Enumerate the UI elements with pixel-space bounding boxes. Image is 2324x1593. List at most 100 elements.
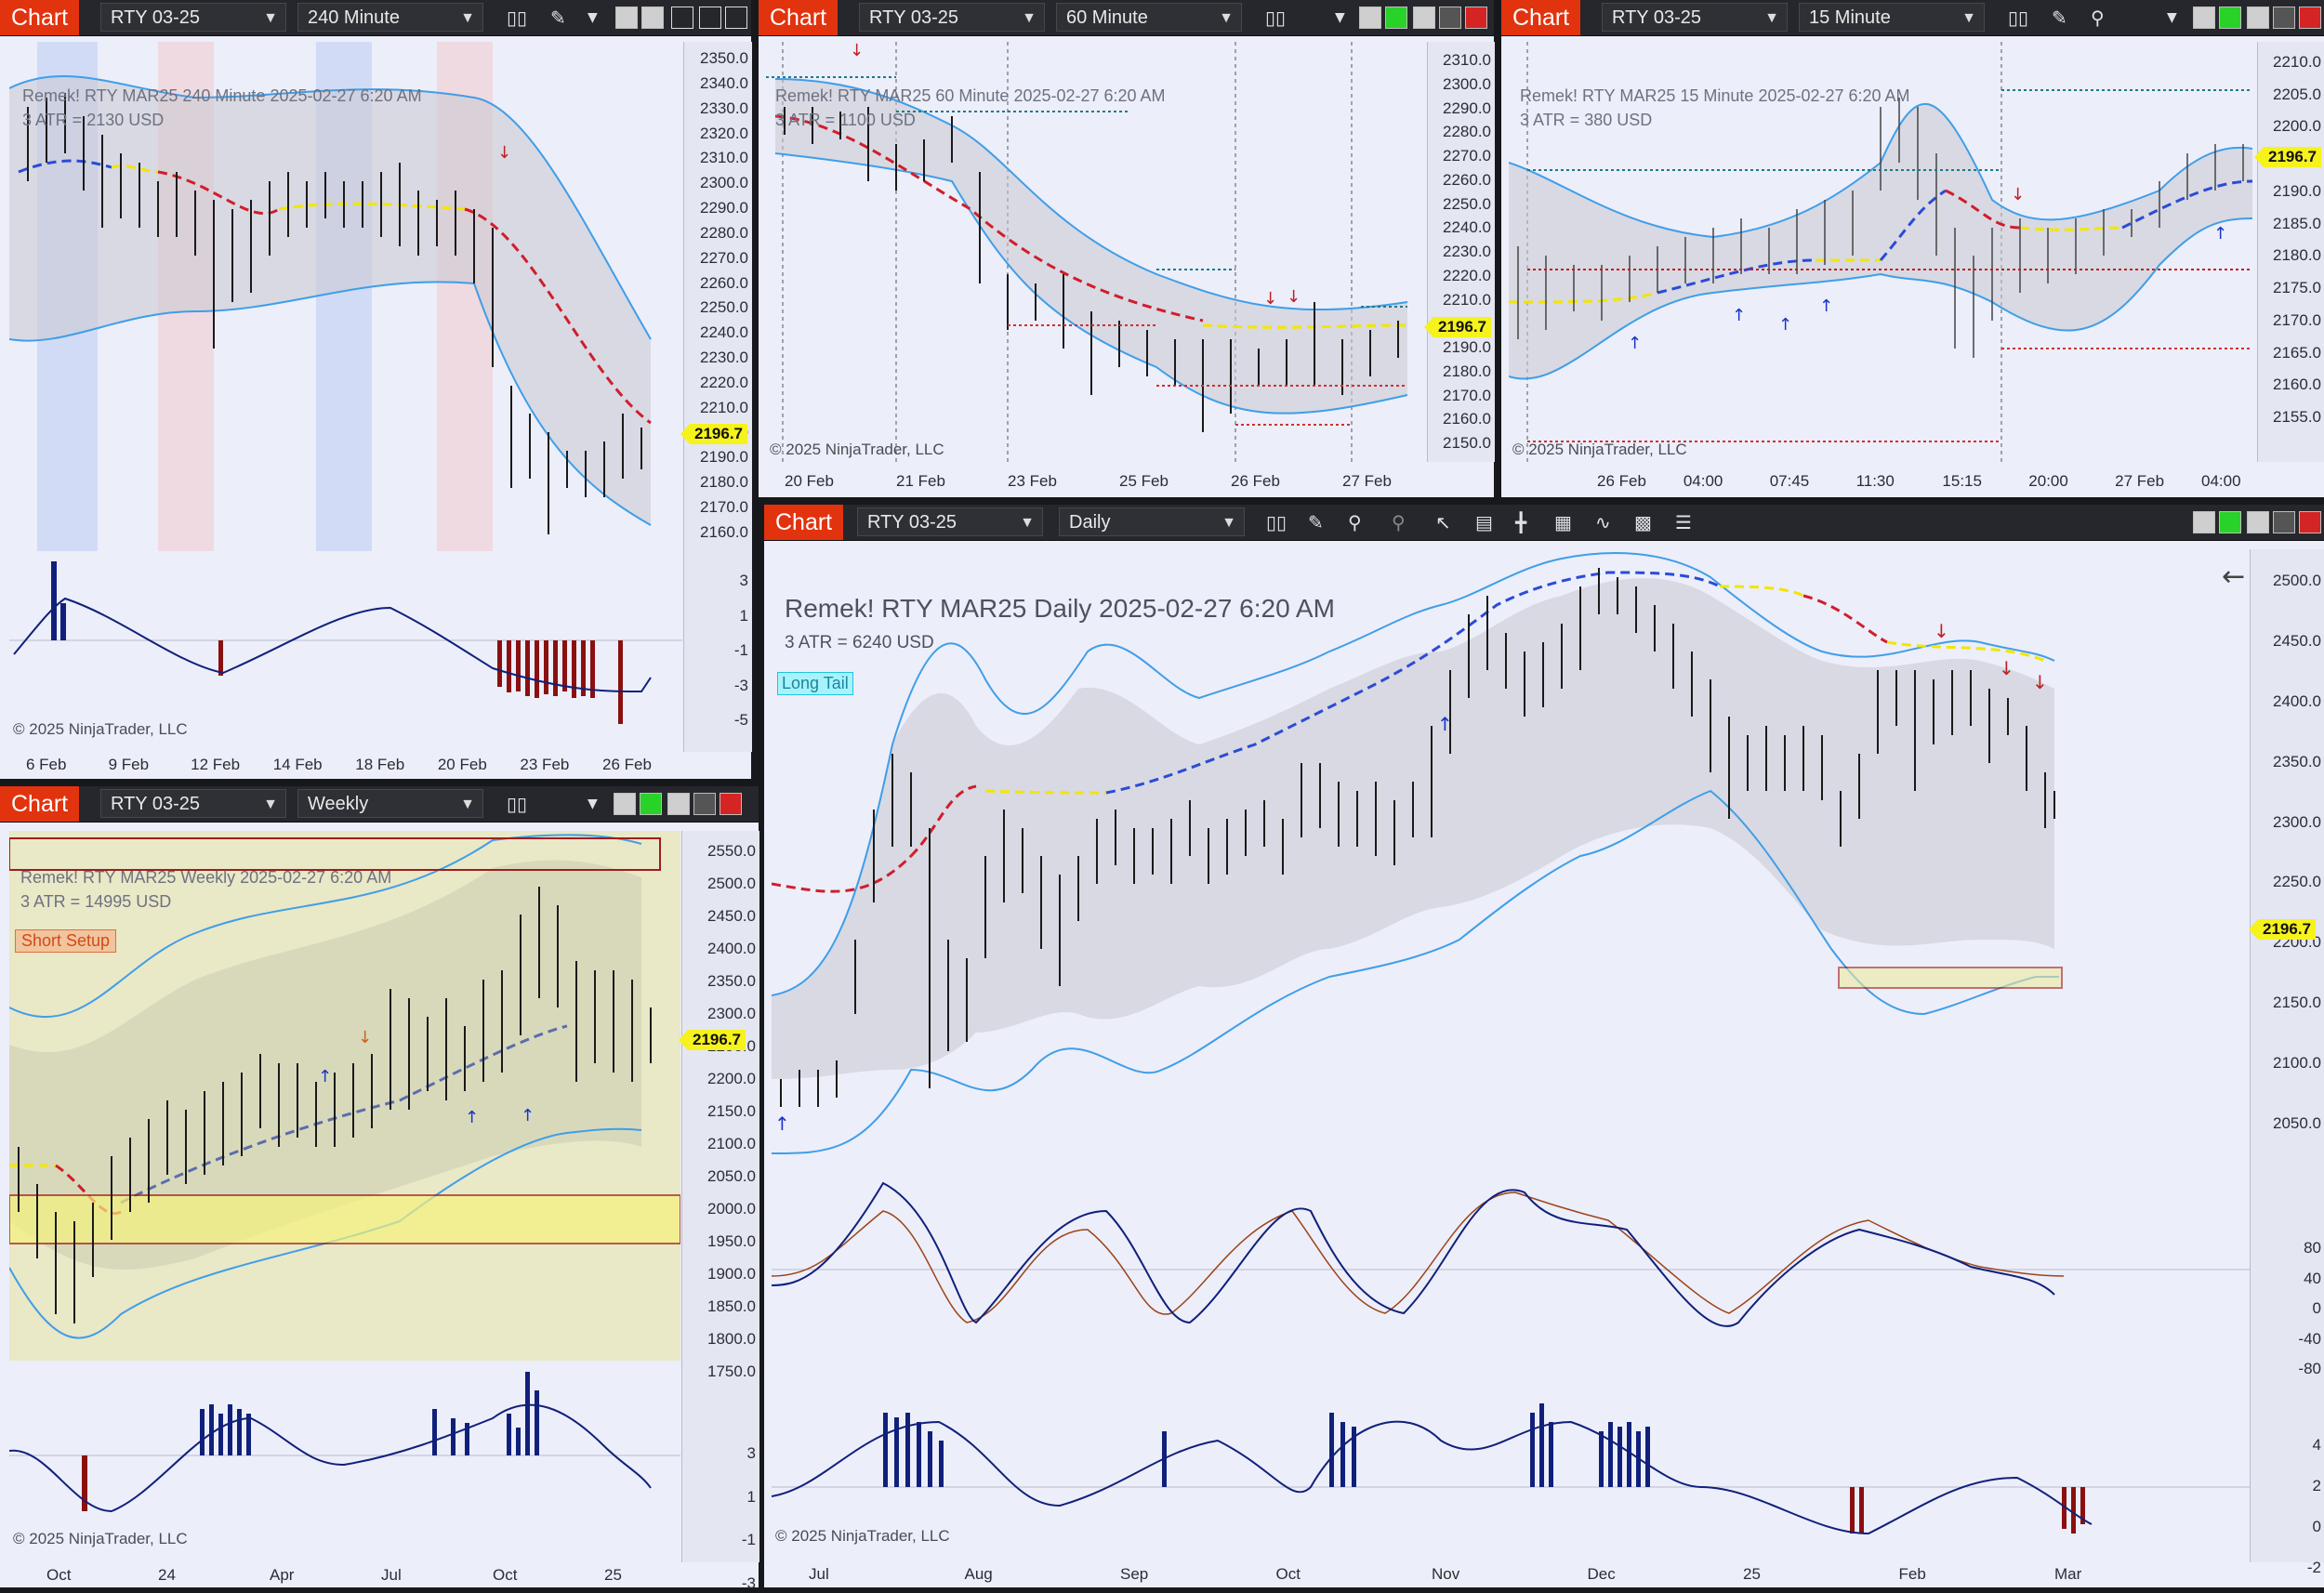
window-color-gray-button[interactable] [2193,511,2215,533]
zoom-out-icon[interactable]: ⚲ [1392,511,1406,533]
strategies-icon[interactable]: ∿ [1595,511,1611,533]
zoom-icon[interactable]: ⚲ [2091,7,2105,29]
chevron-down-icon[interactable]: ▼ [2167,10,2177,25]
interval-selector[interactable]: Weekly ▼ [297,789,483,818]
drawing-tool-icon[interactable]: ✎ [1308,511,1324,533]
price-tick: 2250.0 [1443,194,1491,213]
close-button[interactable] [725,7,747,29]
time-axis[interactable]: 26 Feb 04:00 07:45 11:30 15:15 20:00 27 Feb 04:… [1509,469,2257,495]
chevron-down-icon[interactable]: ▼ [1335,10,1345,25]
bar-type-icon[interactable]: ▯▯ [1265,7,1287,29]
window-color-green-button[interactable] [2219,511,2241,533]
close-button[interactable] [2299,511,2321,533]
setup-tag[interactable]: Long Tail [777,672,853,695]
price-tick: 2180.0 [700,473,748,492]
crosshair-icon[interactable]: ╋ [1515,511,1527,533]
drawing-tool-icon[interactable]: ✎ [550,7,566,29]
oscillator-plot [8,1372,680,1513]
minimize-button[interactable] [2247,7,2269,29]
oscillator-panel[interactable] [8,1363,680,1562]
maximize-button[interactable] [2273,7,2295,29]
price-panel[interactable]: ↑ ↑ ↑ ↓ Remek! RTY MAR25 Weekly 2025-02-27 … [8,831,681,1361]
window-color-gray-button[interactable] [614,793,636,815]
oscillator-plot [771,1403,2250,1535]
price-tick: 2150.0 [2273,994,2321,1012]
close-button[interactable] [1465,7,1487,29]
price-panel[interactable]: ↑ ↑ ↑ ↑ ↑ ↓ Remek! RTY MAR25 15 Minute 2025-… [1508,42,2257,462]
drawing-tool-icon[interactable]: ✎ [2052,7,2067,29]
instrument-selector[interactable]: RTY 03-25 ▼ [100,3,286,32]
oscillator-panel[interactable] [771,1366,2250,1561]
price-panel[interactable]: ↑ ↑ ↓ ↓ ↓ Remek! RTY MAR25 Daily 2025-02-2… [771,549,2250,1172]
price-axis[interactable]: 2500.0 2450.0 2400.0 2350.0 2300.0 2250.0 2200… [2250,549,2324,1576]
window-color-green-button[interactable] [2219,7,2241,29]
price-panel[interactable]: ↓ Remek! RTY MAR25 240 Minute 2025-02-27… [8,42,682,551]
price-tick: 2290.0 [1443,99,1491,117]
setup-tag[interactable]: Short Setup [15,929,117,953]
instrument-selector[interactable]: RTY 03-25 ▼ [1602,3,1788,32]
bar-type-icon[interactable]: ▯▯ [1266,511,1287,533]
bar-type-icon[interactable]: ▯▯ [507,793,528,815]
window-color-gray-button[interactable] [615,7,638,29]
maximize-button[interactable] [1439,7,1461,29]
chart-menu-button[interactable]: Chart [1501,0,1581,35]
macd-panel[interactable] [771,1174,2250,1364]
maximize-button[interactable] [2273,511,2295,533]
maximize-button[interactable] [693,793,716,815]
macd-tick: 0 [2312,1299,2321,1317]
chart-window-daily: Chart RTY 03-25 ▼ Daily ▼ ▯▯ ✎ ⚲ ⚲ ↖ ▤ ╋ ▦… [764,505,2324,1587]
bar-type-icon[interactable]: ▯▯ [2008,7,2029,29]
window-color-gray-button[interactable] [1359,7,1381,29]
minimize-button[interactable] [2247,511,2269,533]
window-color-green-button[interactable] [1385,7,1407,29]
instrument-selector[interactable]: RTY 03-25 ▼ [100,789,286,818]
oscillator-panel[interactable] [9,552,682,752]
time-axis[interactable]: Oct 24 Apr Jul Oct 25 [9,1563,680,1587]
exit-arrow-icon[interactable]: ← [2222,560,2246,593]
chart-menu-button[interactable]: Chart [764,505,844,540]
time-axis[interactable]: Jul Aug Sep Oct Nov Dec 25 Feb Mar [772,1562,2250,1587]
window-color-gray-button[interactable] [2193,7,2215,29]
instrument-value: RTY 03-25 [111,7,200,28]
oscillator-tick: -3 [733,676,748,694]
time-axis[interactable]: 6 Feb 9 Feb 12 Feb 14 Feb 18 Feb 20 Feb 23 Feb… [9,753,682,779]
time-axis-label: Oct [493,1566,518,1584]
indicators-icon[interactable]: ▦ [1554,511,1572,533]
interval-selector[interactable]: Daily ▼ [1059,507,1245,536]
list-icon[interactable]: ☰ [1675,511,1692,533]
minimize-button[interactable] [667,793,690,815]
interval-selector[interactable]: 240 Minute ▼ [297,3,483,32]
zoom-in-icon[interactable]: ⚲ [1348,511,1362,533]
chart-menu-button[interactable]: Chart [759,0,838,35]
instrument-selector[interactable]: RTY 03-25 ▼ [859,3,1045,32]
bar-type-icon[interactable]: ▯▯ [507,7,528,29]
window-color-green-button[interactable] [641,7,664,29]
pointer-icon[interactable]: ↖ [1435,511,1451,533]
chevron-down-icon: ▼ [263,10,278,26]
price-axis[interactable]: 2550.02500.02450.02400.02350.02300.02250… [681,831,759,1592]
window-color-green-button[interactable] [640,793,662,815]
instrument-selector[interactable]: RTY 03-25 ▼ [857,507,1043,536]
close-button[interactable] [2299,7,2321,29]
data-box-icon[interactable]: ▤ [1475,511,1493,533]
time-axis[interactable]: 20 Feb 21 Feb 23 Feb 25 Feb 26 Feb 27 Feb [766,469,1426,495]
close-button[interactable] [720,793,742,815]
chevron-down-icon[interactable]: ▼ [588,796,598,811]
price-axis[interactable]: 2350.0 2340.0 2330.0 2320.0 2310.0 2300.0 2290… [683,42,752,752]
maximize-button[interactable] [699,7,721,29]
price-axis[interactable]: 2210.02205.02200.02195.02190.02185.02180… [2257,42,2324,462]
chart-menu-button[interactable]: Chart [0,0,80,35]
chevron-down-icon: ▼ [460,10,475,26]
interval-selector[interactable]: 15 Minute ▼ [1799,3,1985,32]
chevron-down-icon[interactable]: ▼ [588,10,598,25]
price-axis[interactable]: 2310.0 2300.0 2290.0 2280.0 2270.0 2260.0 2250… [1427,42,1495,462]
instrument-value: RTY 03-25 [869,7,958,28]
chart-title: Remek! RTY MAR25 15 Minute 2025-02-27 6:… [1520,86,1910,105]
properties-icon[interactable]: ▩ [1634,511,1652,533]
minimize-button[interactable] [671,7,693,29]
macd-tick: 80 [2304,1239,2321,1257]
minimize-button[interactable] [1413,7,1435,29]
price-panel[interactable]: ↓ ↓ ↓ Remek! RTY MAR25 60 Minute 2025-02-2… [766,41,1426,462]
interval-selector[interactable]: 60 Minute ▼ [1056,3,1242,32]
chart-menu-button[interactable]: Chart [0,786,80,822]
